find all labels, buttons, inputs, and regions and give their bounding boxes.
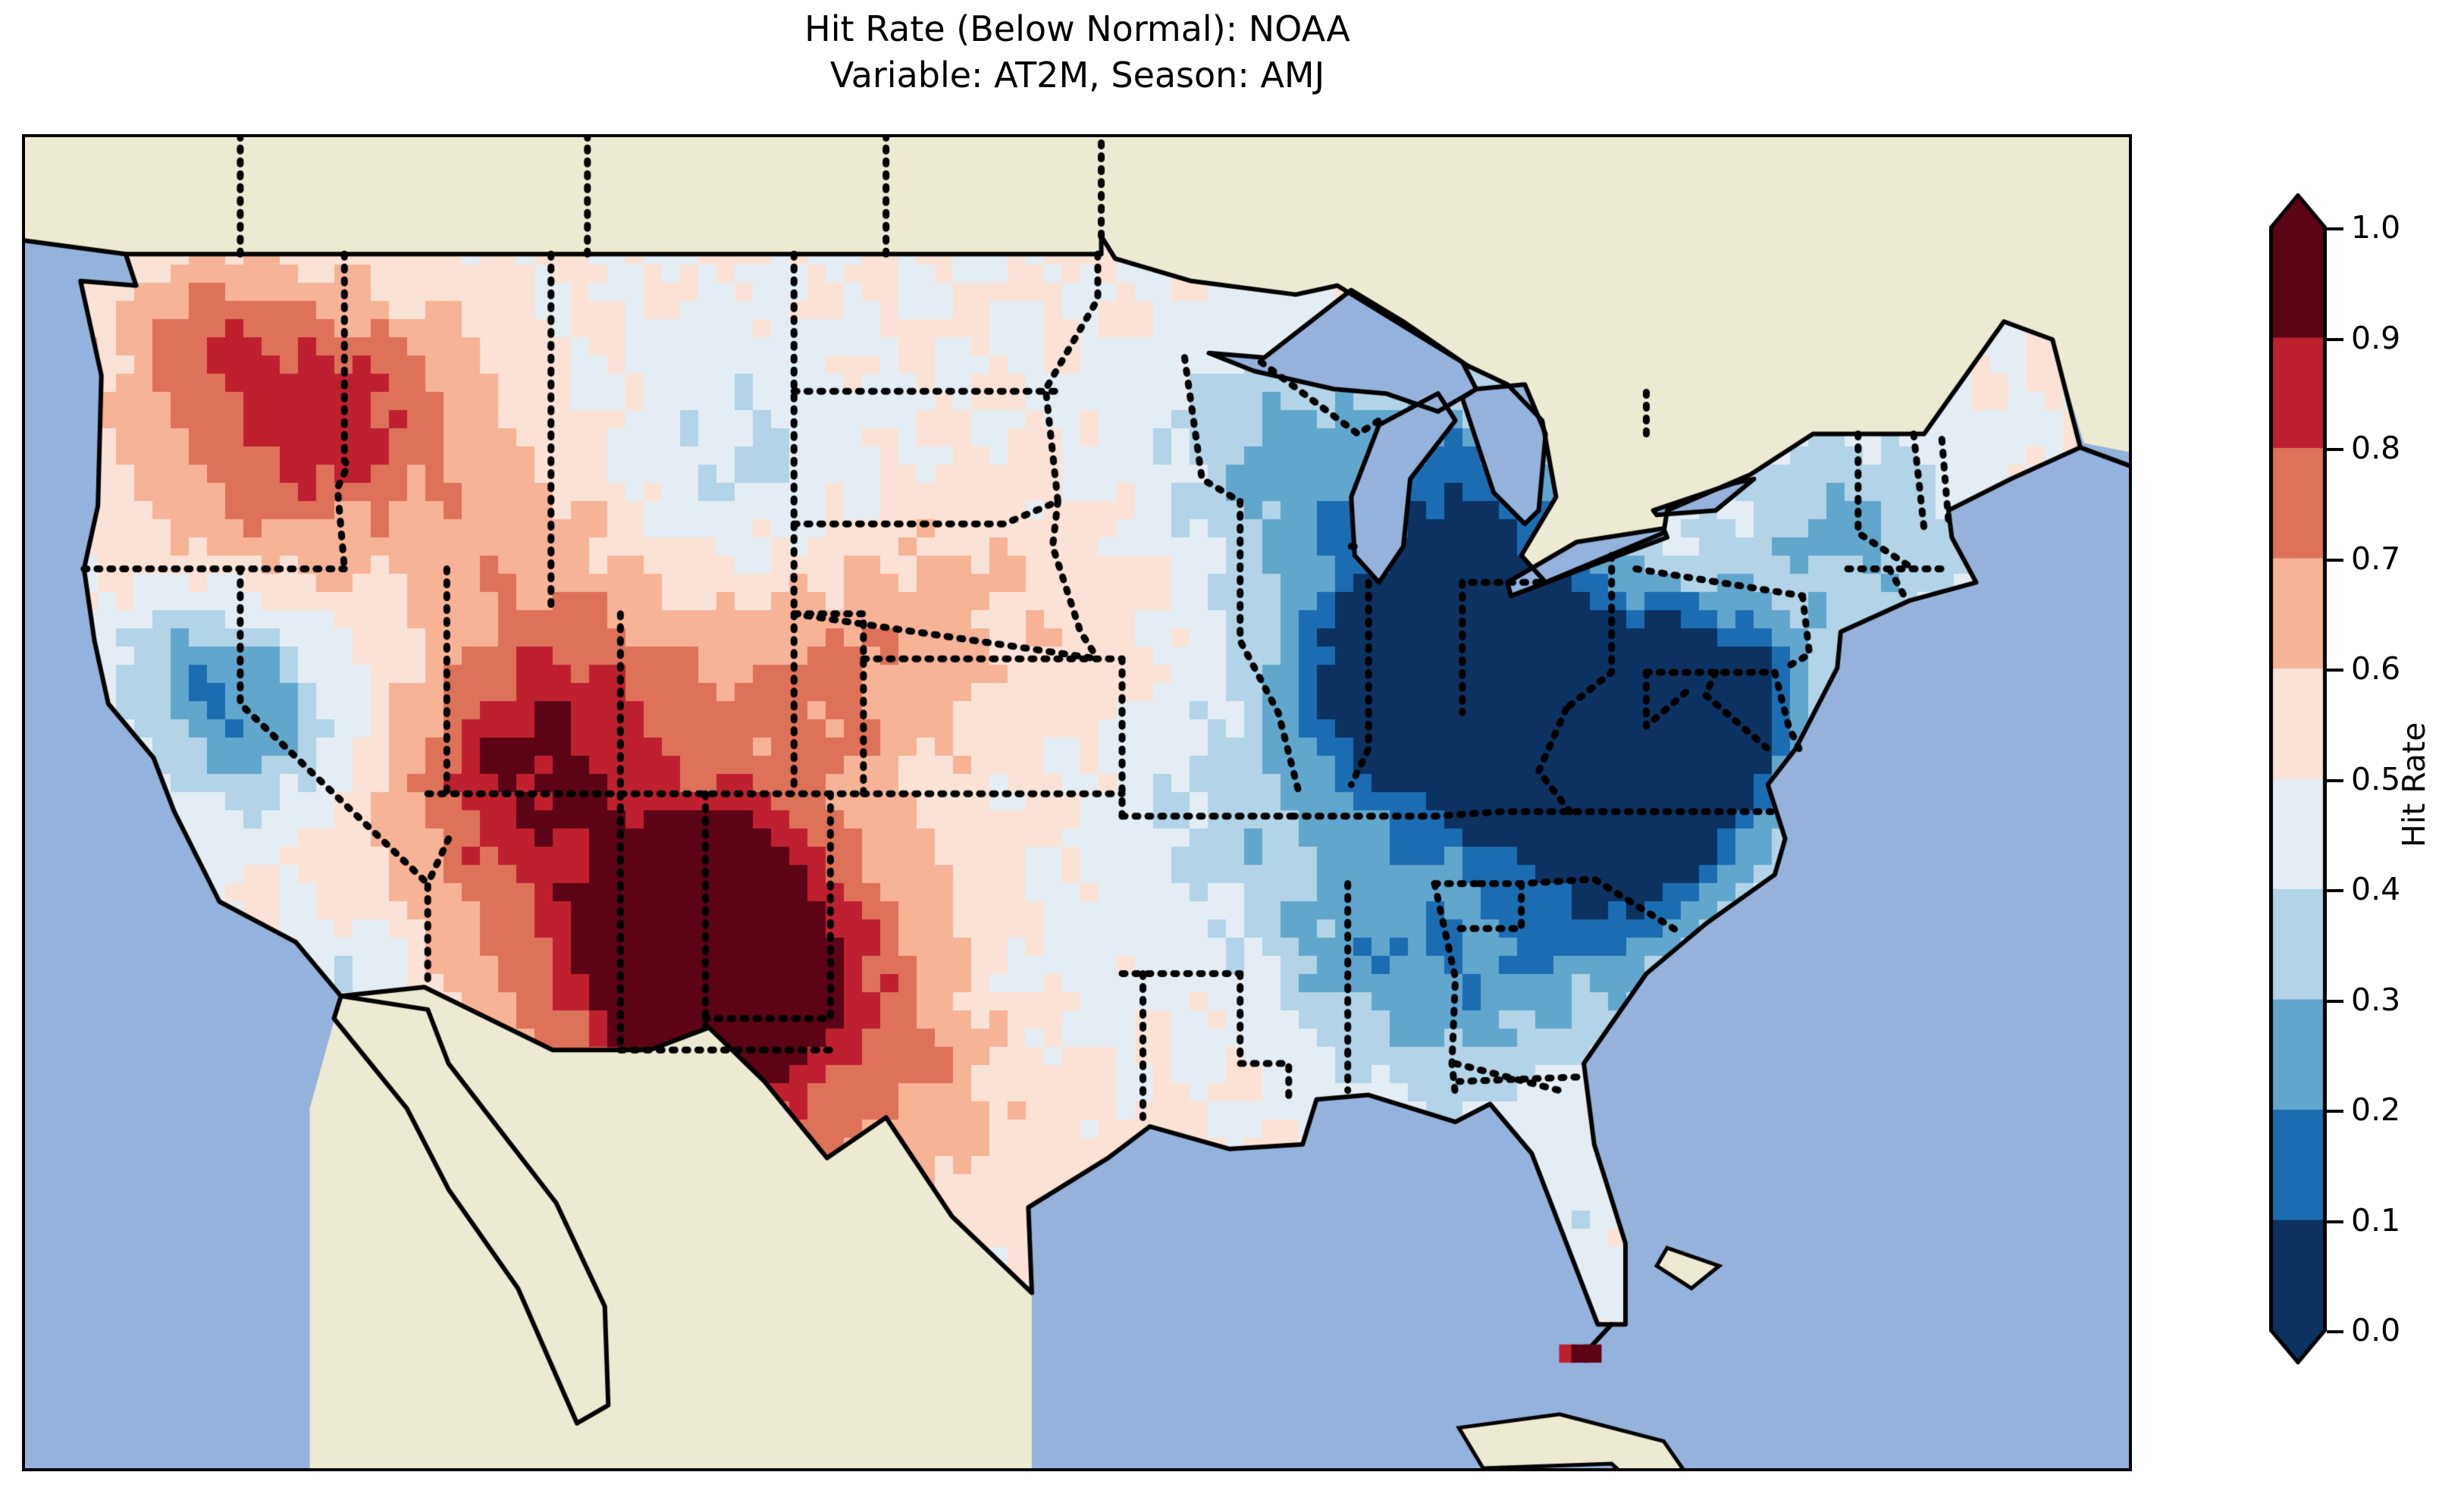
colorbar-tick [2327,999,2343,1003]
colorbar-tick [2327,1110,2343,1113]
map-panel [22,134,2132,1471]
colorbar-tick-label: 0.5 [2351,760,2401,797]
colorbar-tick [2327,448,2343,451]
colorbar-tick-label: 0.9 [2351,319,2401,356]
colorbar-tick [2327,889,2343,892]
colorbar-tick-label: 0.0 [2351,1312,2401,1348]
colorbar-tick [2327,227,2343,230]
colorbar-axis-label: Hit Rate [2396,722,2432,847]
colorbar-tick [2327,558,2343,562]
title-line-1: Hit Rate (Below Normal): NOAA [804,8,1350,49]
colorbar-tick-label: 0.1 [2351,1201,2401,1239]
colorbar-tick-label: 0.7 [2351,540,2401,577]
colorbar-tick-label: 0.6 [2351,650,2401,687]
colorbar-tick-label: 0.4 [2351,871,2401,907]
colorbar-tick [2327,778,2343,782]
colorbar-tick-label: 0.2 [2351,1092,2401,1128]
title-line-2: Variable: AT2M, Season: AMJ [829,54,1325,96]
colorbar-tick-label: 1.0 [2351,209,2401,246]
colorbar-tick [2327,669,2343,672]
colorbar: 1.0 0.9 0.8 0.7 0.6 0.5 0.4 0.3 0.2 0.1 0.0 [2269,193,2400,1364]
hit-rate-heatmap [25,137,2129,1468]
colorbar-tick [2327,1220,2343,1223]
colorbar-tick-label: 0.8 [2351,430,2401,466]
colorbar-tick [2327,337,2343,341]
colorbar-gradient [2269,193,2327,1364]
page-title: Hit Rate (Below Normal): NOAA Variable: … [0,0,2155,129]
colorbar-tick [2327,1330,2343,1333]
colorbar-tick-label: 0.3 [2351,981,2401,1018]
